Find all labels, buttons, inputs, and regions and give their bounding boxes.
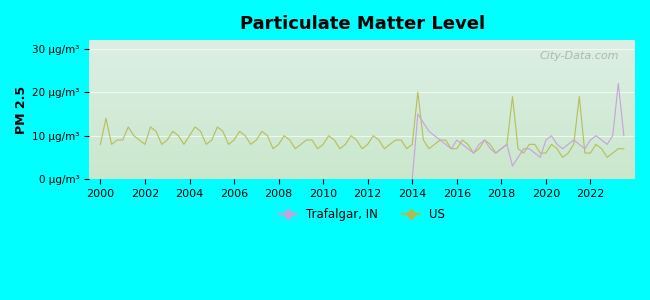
Legend: Trafalgar, IN, US: Trafalgar, IN, US <box>274 204 450 226</box>
Y-axis label: PM 2.5: PM 2.5 <box>15 85 28 134</box>
Title: Particulate Matter Level: Particulate Matter Level <box>240 15 485 33</box>
Text: City-Data.com: City-Data.com <box>539 51 619 61</box>
